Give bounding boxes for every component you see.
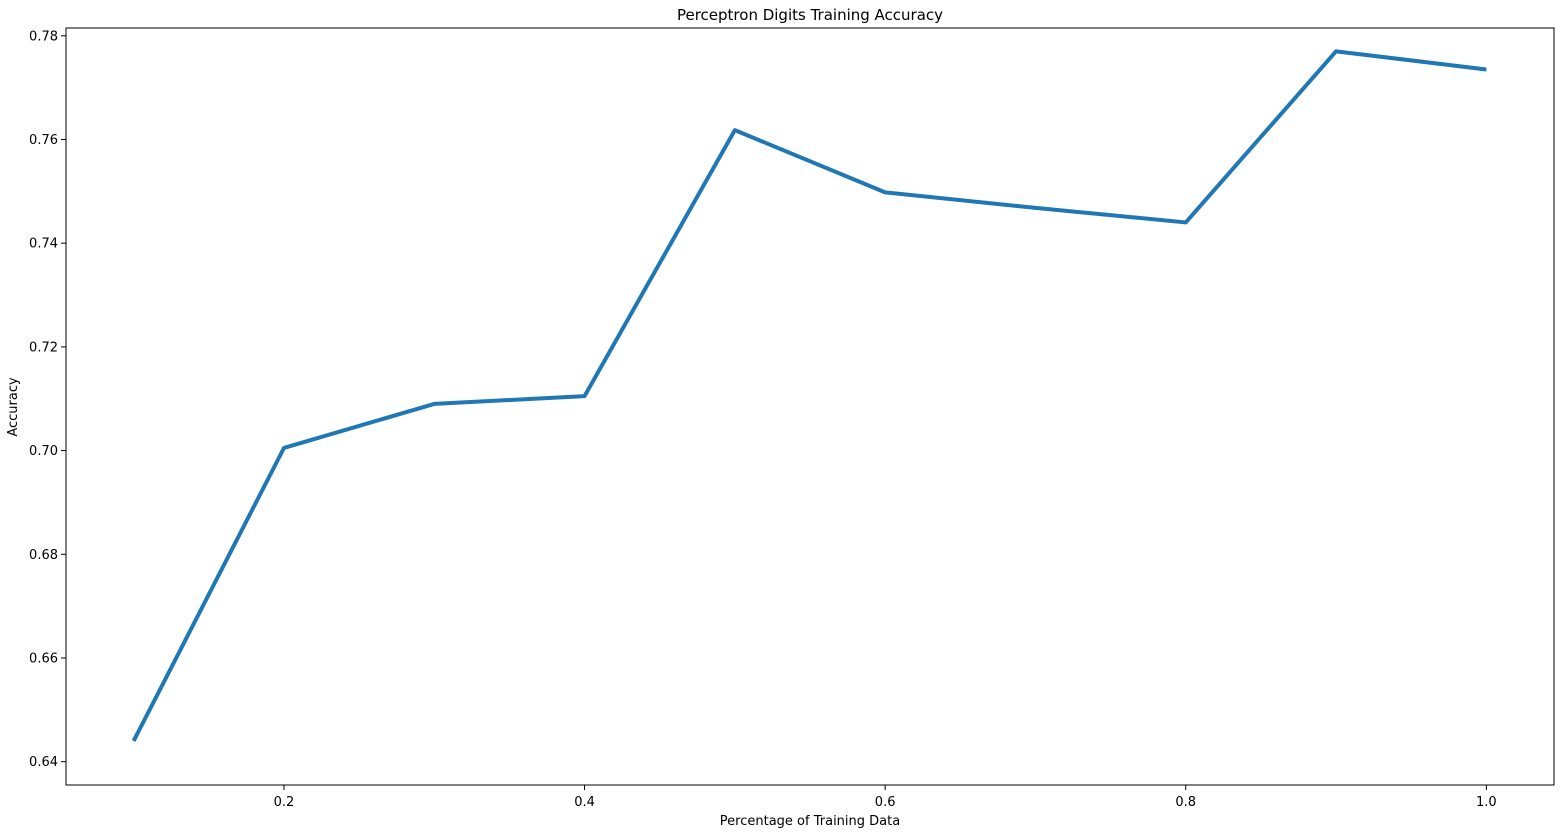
y-tick-label: 0.78 — [29, 29, 58, 44]
y-tick-label: 0.76 — [29, 133, 58, 148]
x-tick-label: 0.6 — [875, 795, 896, 810]
y-tick-label: 0.72 — [29, 340, 58, 355]
x-tick-label: 1.0 — [1476, 795, 1497, 810]
y-axis: 0.64 0.66 0.68 0.70 0.72 0.74 0.76 0.78 — [29, 29, 66, 770]
x-tick-label: 0.4 — [574, 795, 595, 810]
x-tick-label: 0.2 — [274, 795, 295, 810]
y-tick-label: 0.66 — [29, 651, 58, 666]
x-axis-title: Percentage of Training Data — [720, 814, 900, 829]
y-axis-title: Accuracy — [6, 377, 21, 437]
y-tick-label: 0.64 — [29, 755, 58, 770]
y-tick-label: 0.74 — [29, 237, 58, 252]
chart-title: Perceptron Digits Training Accuracy — [677, 6, 943, 24]
accuracy-series-line — [131, 49, 1487, 742]
plot-area — [65, 27, 1555, 786]
y-tick-label: 0.68 — [29, 548, 58, 563]
x-tick-label: 0.8 — [1175, 795, 1196, 810]
series-layer — [131, 49, 1487, 742]
x-axis: 0.2 0.4 0.6 0.8 1.0 — [274, 785, 1497, 810]
y-tick-label: 0.70 — [29, 444, 58, 459]
